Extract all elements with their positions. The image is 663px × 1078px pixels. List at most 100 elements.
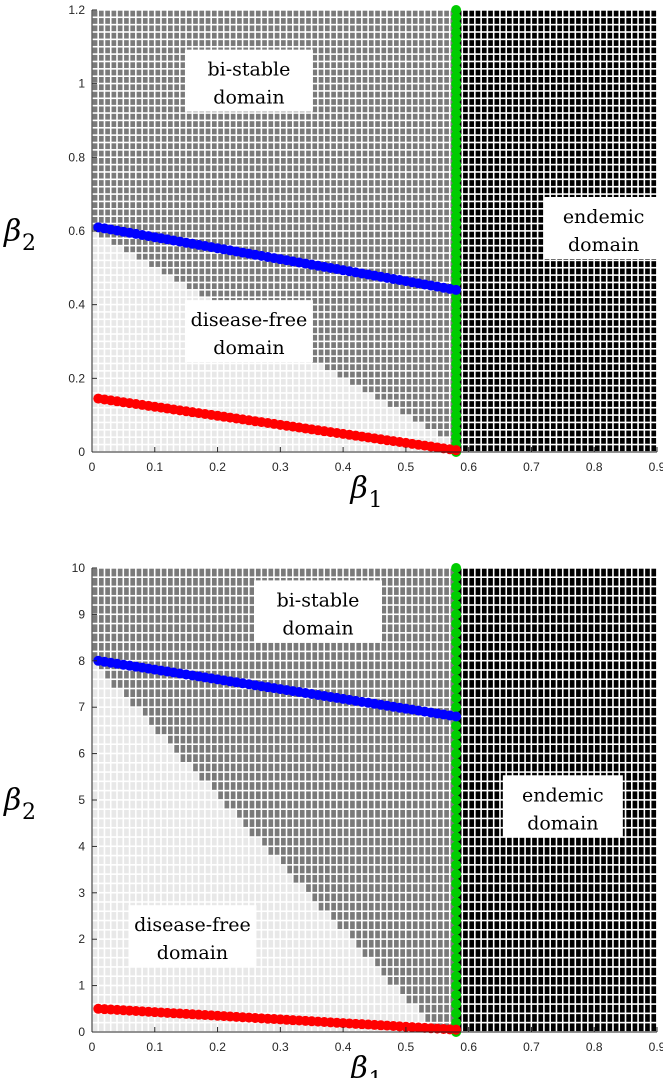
region-cell — [557, 386, 562, 393]
region-cell — [249, 379, 255, 385]
region-cell — [180, 423, 186, 429]
region-cell — [463, 180, 468, 186]
region-cell — [507, 224, 512, 231]
region-cell — [425, 275, 431, 282]
region-cell — [205, 239, 211, 245]
region-cell — [375, 239, 380, 245]
region-cell — [381, 349, 387, 356]
region-cell — [469, 165, 475, 172]
region-cell — [362, 69, 368, 76]
region-cell — [174, 430, 179, 437]
region-cell — [594, 165, 600, 172]
region-cell — [469, 371, 475, 378]
region-cell — [544, 47, 550, 54]
region-cell — [362, 62, 368, 69]
region-cell — [243, 113, 249, 120]
region-cell — [444, 423, 449, 429]
region-cell — [324, 423, 330, 429]
region-cell — [601, 445, 606, 452]
region-cell — [161, 364, 167, 371]
region-cell — [136, 113, 142, 120]
region-cell — [500, 32, 506, 39]
region-cell — [594, 290, 600, 297]
region-cell — [142, 113, 148, 120]
region-cell — [550, 150, 556, 157]
region-cell — [394, 253, 399, 260]
region-cell — [224, 364, 230, 371]
region-cell — [431, 99, 437, 105]
region-cell — [337, 312, 343, 319]
region-cell — [362, 445, 368, 452]
region-cell — [111, 143, 117, 150]
region-cell — [513, 430, 518, 437]
region-cell — [362, 364, 368, 371]
region-cell — [475, 401, 481, 407]
region-cell — [576, 268, 581, 275]
region-cell — [544, 371, 550, 378]
region-cell — [525, 423, 531, 429]
region-cell — [255, 194, 261, 201]
region-cell — [350, 209, 355, 216]
region-cell — [550, 298, 556, 304]
region-cell — [419, 408, 424, 415]
region-cell — [306, 216, 311, 223]
region-cell — [519, 10, 525, 17]
region-cell — [513, 106, 518, 113]
region-cell — [136, 180, 142, 186]
region-cell — [368, 312, 374, 319]
region-cell — [469, 84, 475, 91]
region-cell — [525, 91, 531, 98]
region-cell — [576, 393, 581, 400]
region-cell — [431, 224, 437, 231]
region-cell — [168, 401, 173, 407]
region-cell — [306, 172, 311, 179]
region-cell — [155, 135, 161, 142]
region-cell — [98, 194, 104, 201]
region-cell — [588, 430, 594, 437]
region-cell — [394, 430, 399, 437]
region-cell — [199, 165, 205, 172]
region-cell — [419, 180, 424, 186]
region-cell — [268, 121, 274, 127]
region-cell — [425, 158, 431, 164]
region-cell — [419, 172, 424, 179]
region-cell — [224, 386, 230, 393]
region-cell — [362, 10, 368, 17]
region-cell — [136, 106, 142, 113]
region-cell — [161, 135, 167, 142]
region-cell — [268, 393, 274, 400]
region-cell — [130, 379, 136, 385]
region-cell — [494, 224, 500, 231]
region-cell — [613, 356, 619, 363]
region-cell — [174, 180, 179, 186]
region-cell — [142, 298, 148, 304]
region-cell — [387, 209, 393, 216]
region-cell — [368, 135, 374, 142]
region-cell — [594, 371, 600, 378]
region-cell — [500, 305, 506, 312]
region-cell — [262, 202, 267, 208]
region-cell — [98, 320, 104, 326]
region-cell — [149, 121, 154, 127]
region-cell — [155, 430, 161, 437]
region-cell — [281, 194, 286, 201]
region-cell — [431, 312, 437, 319]
region-cell — [387, 231, 393, 238]
region-cell — [557, 320, 562, 326]
region-cell — [312, 349, 318, 356]
region-cell — [124, 135, 129, 142]
region-cell — [356, 253, 362, 260]
region-cell — [337, 356, 343, 363]
region-cell — [381, 187, 387, 194]
region-cell — [481, 165, 487, 172]
region-cell — [174, 187, 179, 194]
region-cell — [475, 91, 481, 98]
region-cell — [337, 77, 343, 83]
region-cell — [230, 239, 236, 245]
region-cell — [557, 298, 562, 304]
region-cell — [98, 216, 104, 223]
region-cell — [130, 128, 136, 135]
region-cell — [475, 106, 481, 113]
region-cell — [406, 40, 412, 46]
region-cell — [124, 77, 129, 83]
